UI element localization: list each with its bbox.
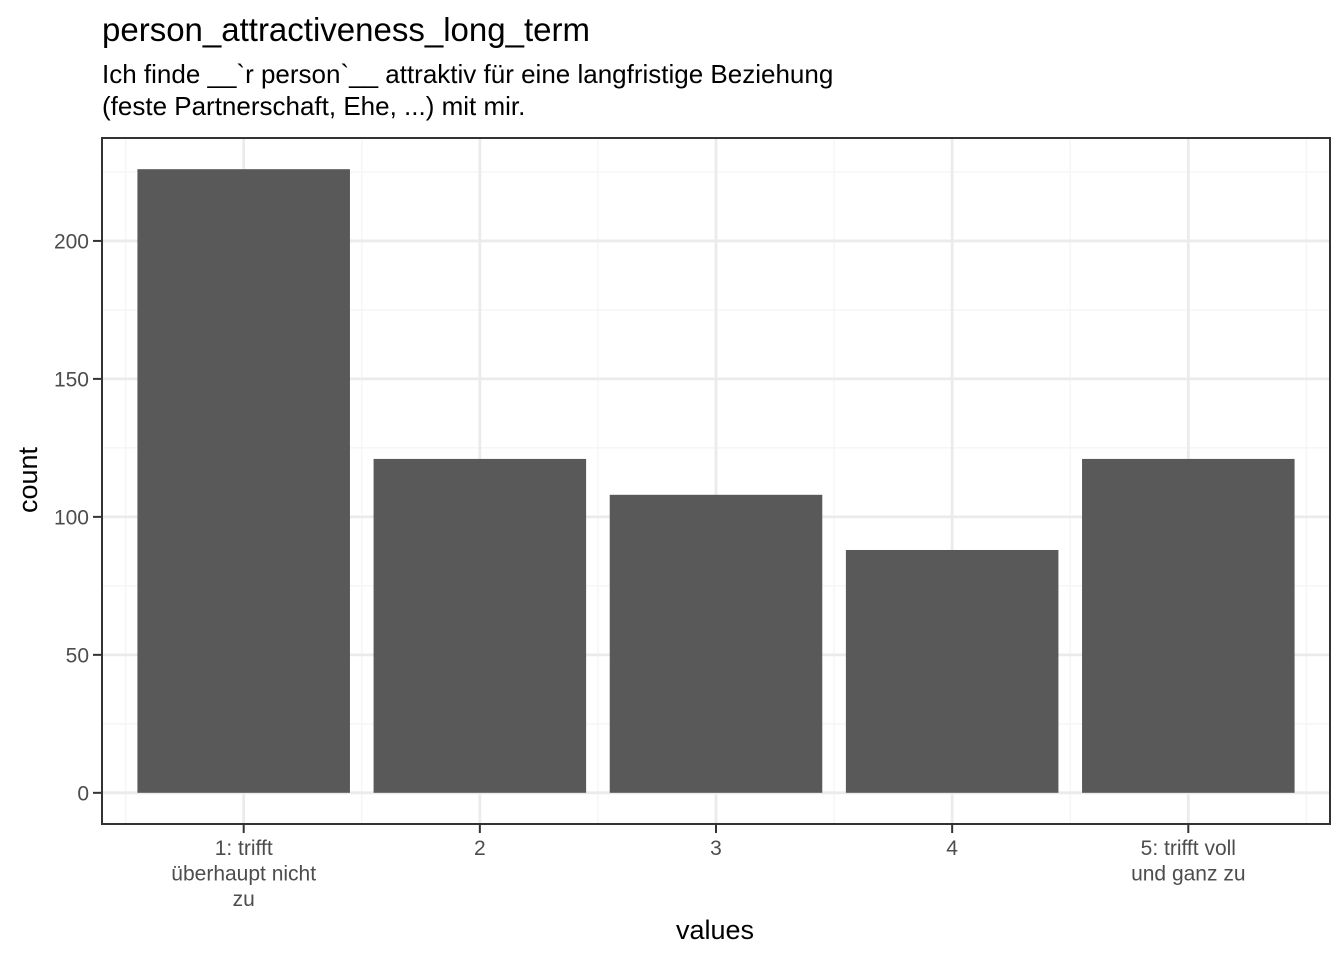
x-tick-label: 4	[946, 837, 958, 860]
bar	[373, 458, 587, 793]
chart-title: person_attractiveness_long_term	[102, 11, 590, 48]
x-tick-label-line: 4	[946, 837, 958, 860]
y-tick-label: 0	[77, 782, 89, 805]
y-tick-label: 50	[66, 644, 89, 667]
x-tick-label: 2	[474, 837, 486, 860]
y-tick-label: 150	[54, 368, 89, 391]
x-axis: 1: trifft überhaupt nicht zu 2 3 4 5: trifft v…	[171, 824, 1246, 911]
x-tick-label-line: 3	[710, 837, 722, 860]
y-tick-label: 100	[54, 506, 89, 529]
bar	[609, 494, 823, 793]
x-tick-label-line: überhaupt nicht	[171, 863, 316, 886]
chart-subtitle-line-2: (feste Partnerschaft, Ehe, ...) mit mir.	[102, 91, 525, 121]
bar	[137, 169, 350, 793]
x-tick-label-line: 2	[474, 837, 486, 860]
x-tick-label-line: 1: trifft	[215, 837, 273, 860]
x-tick-label: 3	[710, 837, 722, 860]
x-axis-title: values	[676, 915, 754, 945]
x-tick-label-line: 5: trifft voll	[1141, 837, 1236, 860]
chart-subtitle-line-1: Ich finde __`r person`__ attraktiv für e…	[102, 59, 833, 89]
bars	[137, 169, 1295, 793]
x-tick-label-line: zu	[233, 888, 255, 911]
x-tick-label: 1: trifft überhaupt nicht zu	[171, 837, 316, 911]
bar	[1082, 458, 1295, 793]
x-tick-label-line: und ganz zu	[1131, 863, 1245, 886]
y-axis-title: count	[13, 446, 43, 513]
y-tick-label: 200	[54, 230, 89, 253]
y-axis: 0 50 100 150 200	[54, 230, 102, 805]
bar	[845, 549, 1059, 793]
x-tick-label: 5: trifft voll und ganz zu	[1131, 837, 1245, 886]
